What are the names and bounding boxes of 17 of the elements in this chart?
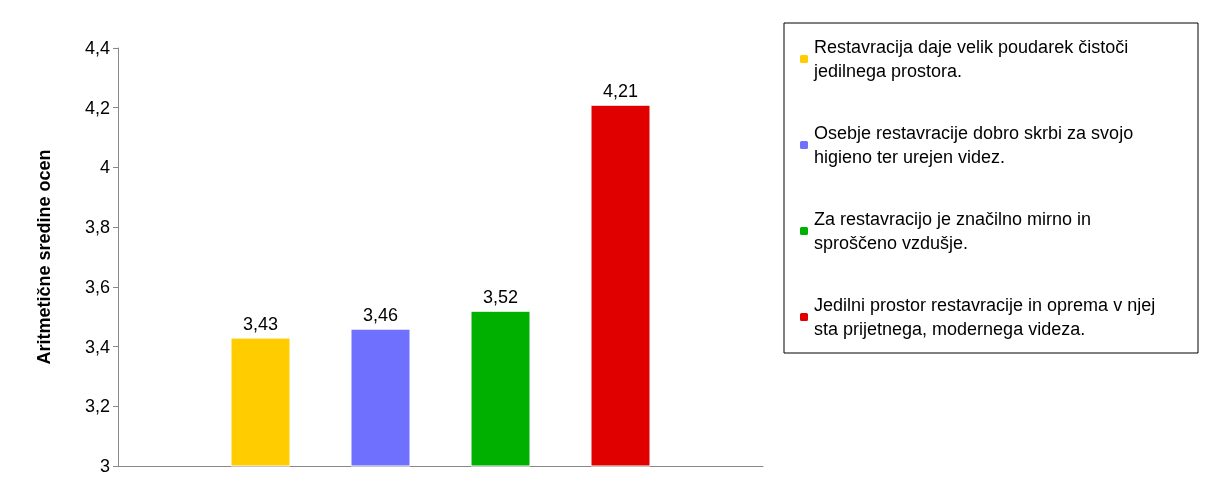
y-tick-label: 4 (99, 157, 110, 178)
data-label: 4,21 (602, 80, 639, 101)
data-label: 3,52 (482, 286, 519, 307)
y-tick-label: 3 (99, 456, 110, 476)
y-tick-label: 3,6 (84, 276, 110, 297)
y-tick-label: 4,4 (84, 38, 110, 58)
y-tick-label: 3,8 (84, 217, 110, 238)
legend-label: Restavracija daje velik poudarek čistoči jedilnega prostora. (813, 37, 1134, 81)
legend-label: Osebje restavracije dobro skrbi za svojo higieno ter urejen videz. (814, 123, 1139, 167)
legend-label: Za restavracijo je značilno mirno in sproščeno vzdušje. (814, 209, 1097, 253)
y-tick-label: 3,2 (84, 396, 110, 417)
data-label: 3,43 (242, 313, 279, 334)
y-tick-label: 4,2 (84, 97, 110, 118)
legend-label: Jedilni prostor restavracije in oprema v njej sta prijetnega, modernega videza. (814, 295, 1161, 339)
data-label: 3,46 (362, 304, 399, 325)
y-axis-title: Aritmetične sredine ocen (34, 149, 54, 365)
y-tick-label: 3,4 (84, 336, 110, 357)
